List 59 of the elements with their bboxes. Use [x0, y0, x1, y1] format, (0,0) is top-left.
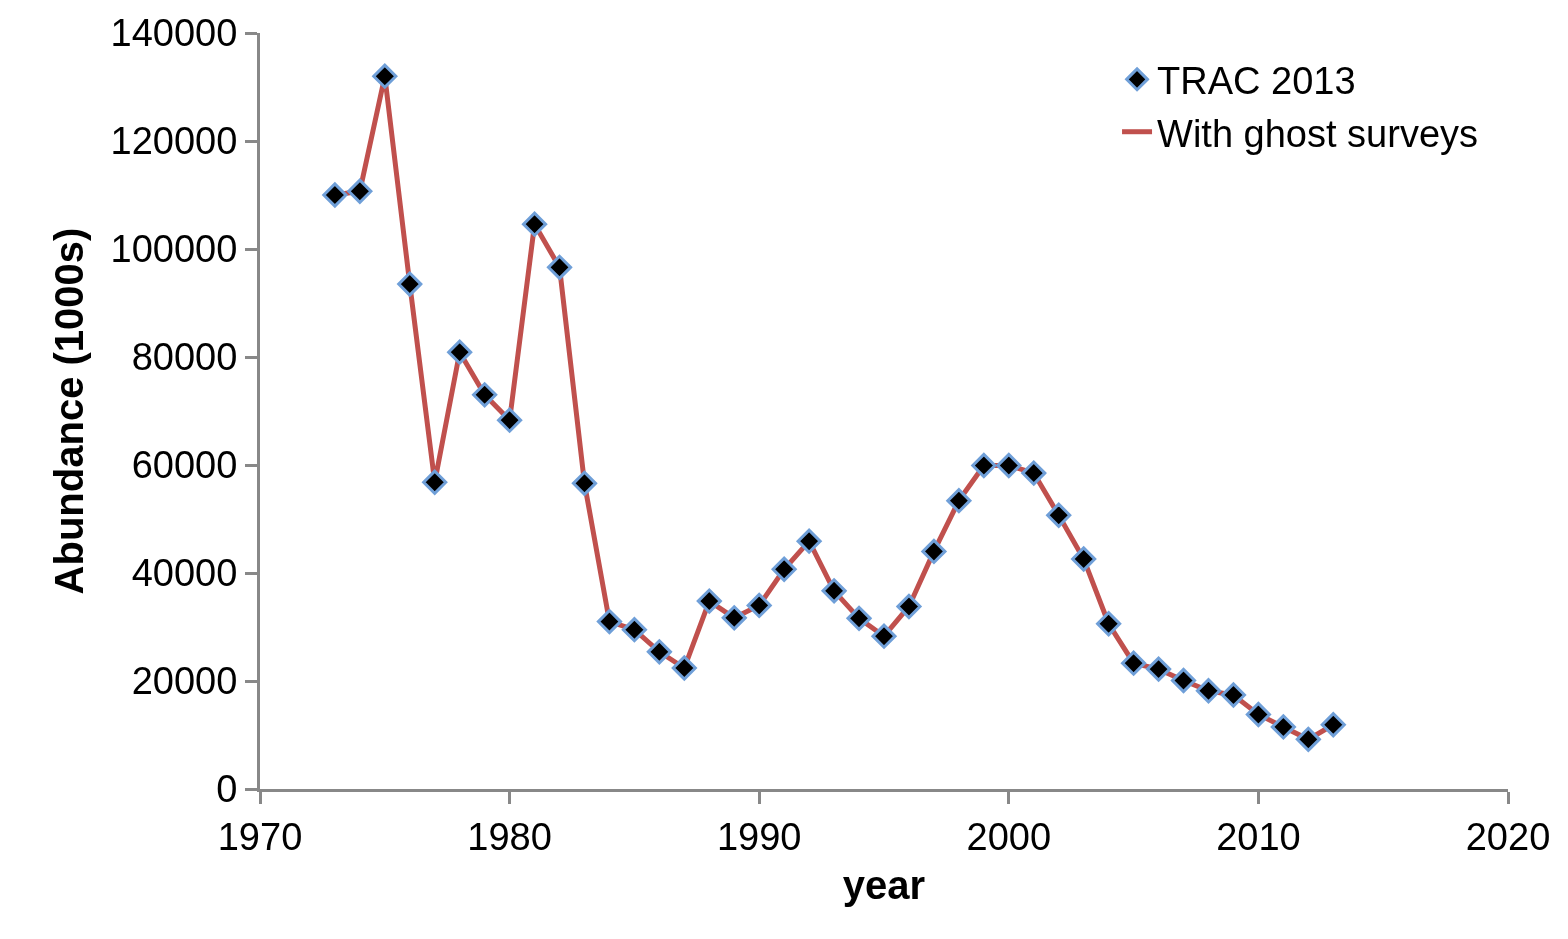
point [1121, 650, 1147, 676]
point [721, 605, 747, 631]
point [322, 182, 348, 208]
point [921, 538, 947, 564]
point [1245, 701, 1271, 728]
point [372, 63, 398, 89]
x-tick-label: 1970 [217, 815, 303, 858]
y-tick-label: 60000 [131, 444, 238, 487]
y-tick-label: 20000 [131, 660, 238, 703]
point [522, 211, 548, 237]
point [871, 623, 897, 649]
point [696, 588, 722, 614]
point [1071, 546, 1097, 572]
x-axis-title: year [842, 863, 926, 908]
point [1220, 682, 1246, 708]
point [771, 556, 797, 582]
point [571, 470, 598, 496]
point [347, 178, 373, 204]
point [1295, 726, 1321, 752]
point [1320, 712, 1346, 738]
point [1046, 502, 1072, 528]
point [447, 339, 473, 365]
y-axis-title: Abundance (1000s) [47, 227, 92, 595]
y-tick-label: 0 [216, 768, 238, 811]
point [946, 488, 972, 514]
point [1096, 611, 1122, 637]
point [1146, 656, 1172, 682]
legend-label: With ghost surveys [1157, 112, 1479, 155]
point [1195, 678, 1222, 704]
point [896, 593, 922, 620]
point [546, 254, 573, 280]
point [996, 452, 1022, 479]
point [472, 382, 498, 408]
point [397, 271, 423, 297]
point [971, 452, 997, 479]
point [621, 617, 647, 643]
point [796, 528, 822, 554]
y-tick-label: 140000 [110, 12, 238, 55]
point [846, 605, 872, 631]
point [821, 578, 847, 604]
point [497, 407, 523, 433]
y-tick-label: 120000 [110, 120, 238, 163]
y-tick-label: 40000 [131, 552, 238, 595]
x-tick-label: 2010 [1216, 815, 1301, 858]
y-tick-label: 100000 [110, 228, 238, 271]
point [746, 592, 772, 618]
point [646, 639, 672, 665]
point [1170, 667, 1197, 694]
point [1021, 460, 1047, 486]
point [671, 655, 697, 681]
legend-label: TRAC 2013 [1157, 60, 1356, 103]
x-tick-label: 2020 [1465, 815, 1551, 858]
point [1270, 714, 1296, 740]
x-tick-label: 1990 [716, 815, 802, 858]
x-tick-label: 2000 [966, 815, 1052, 858]
point [596, 609, 622, 635]
point [422, 469, 448, 495]
x-tick-label: 1980 [467, 815, 552, 858]
y-tick-label: 80000 [131, 336, 238, 379]
